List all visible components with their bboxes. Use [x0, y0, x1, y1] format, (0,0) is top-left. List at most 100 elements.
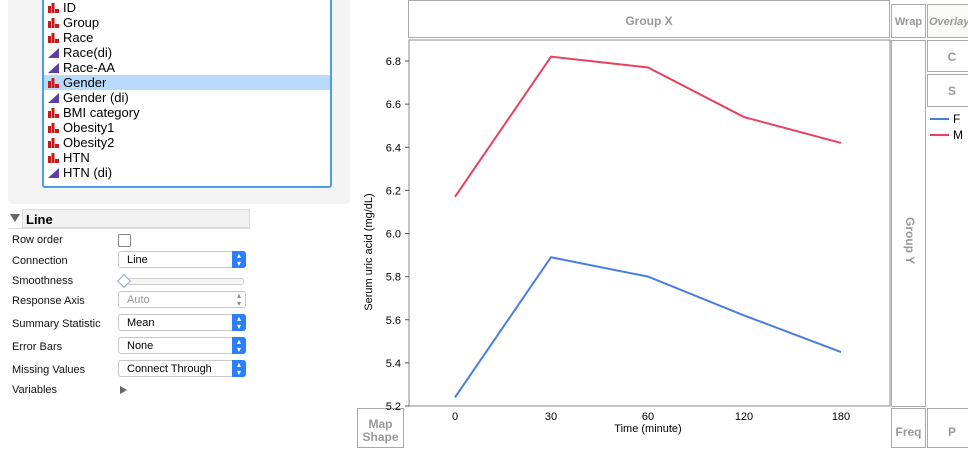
column-label: Obesity2 — [63, 135, 115, 150]
variables-label: Variables — [12, 384, 58, 396]
freq-zone[interactable]: Freq — [891, 408, 926, 448]
column-label: Gender (di) — [63, 90, 129, 105]
updown-chevron-icon: ▴ ▾ — [232, 251, 246, 268]
wrap-zone[interactable]: Wrap — [891, 4, 926, 38]
x-tick-label: 30 — [545, 411, 557, 423]
continuous-triangle-icon — [48, 47, 59, 58]
column-item[interactable]: ID — [44, 0, 330, 15]
y-tick-label: 6.8 — [386, 56, 401, 68]
column-label: Race-AA — [63, 60, 116, 75]
connection-select[interactable]: Line ▴ ▾ — [118, 251, 246, 268]
x-axis-label: Time (minute) — [614, 423, 681, 435]
column-item[interactable]: Race-AA — [44, 60, 330, 75]
y-tick-label: 5.4 — [386, 358, 401, 370]
nominal-bar-icon — [48, 152, 59, 163]
nominal-bar-icon — [48, 137, 59, 148]
column-list[interactable]: ID Group Race Race(di) Race-AA Gender Gender (… — [42, 0, 332, 188]
column-item[interactable]: Race — [44, 30, 330, 45]
x-tick-label: 60 — [642, 411, 654, 423]
updown-chevron-icon: ▴ ▾ — [232, 337, 246, 354]
legend-label: F — [953, 112, 961, 126]
x-tick-label: 120 — [735, 411, 753, 423]
summary-statistic-select[interactable]: Mean ▴ ▾ — [118, 314, 246, 331]
nominal-bar-icon — [48, 32, 59, 43]
legend-label: M — [953, 128, 963, 142]
y-tick-label: 6.4 — [386, 142, 401, 154]
response-axis-select: Auto ▴ ▾ — [118, 291, 246, 308]
continuous-triangle-icon — [48, 167, 59, 178]
slider-handle[interactable] — [116, 273, 132, 289]
size-zone[interactable]: S — [927, 74, 968, 107]
column-item[interactable]: BMI category — [44, 105, 330, 120]
column-item[interactable]: Gender — [44, 75, 330, 90]
column-item[interactable]: Gender (di) — [44, 90, 330, 105]
column-label: BMI category — [63, 105, 140, 120]
disclosure-triangle-icon[interactable] — [10, 214, 20, 222]
response-axis-value: Auto — [127, 294, 150, 306]
error-bars-select[interactable]: None ▴ ▾ — [118, 337, 246, 354]
response-axis-label: Response Axis — [12, 295, 85, 307]
plot-frame — [408, 39, 891, 407]
updown-chevron-icon: ▴ ▾ — [232, 314, 246, 331]
column-item[interactable]: HTN — [44, 150, 330, 165]
summary-statistic-label: Summary Statistic — [12, 318, 101, 330]
overlay-zone[interactable]: Overlay — [927, 4, 968, 38]
group-y-zone[interactable]: Group Y — [891, 40, 926, 407]
legend-item: M — [930, 127, 963, 143]
connection-value: Line — [127, 254, 148, 266]
y-tick-label: 6.6 — [386, 99, 401, 111]
summary-statistic-value: Mean — [127, 317, 155, 329]
group-y-label: Group Y — [903, 217, 917, 265]
row-order-label: Row order — [12, 234, 63, 246]
expand-triangle-icon[interactable] — [120, 386, 127, 394]
x-tick-label: 0 — [452, 411, 458, 423]
legend-swatch — [930, 134, 949, 136]
missing-values-value: Connect Through — [127, 363, 212, 375]
error-bars-label: Error Bars — [12, 341, 63, 353]
y-axis-label: Serum uric acid (mg/dL) — [363, 193, 375, 310]
line-section-header[interactable]: Line — [8, 209, 251, 229]
map-shape-zone[interactable]: Map Shape — [357, 408, 404, 448]
y-tick-label: 5.2 — [386, 401, 401, 413]
column-label: Group — [63, 15, 100, 30]
column-item[interactable]: Race(di) — [44, 45, 330, 60]
column-item[interactable]: Group — [44, 15, 330, 30]
page-zone[interactable]: P — [927, 408, 968, 448]
y-tick-label: 5.8 — [386, 272, 401, 284]
nominal-bar-icon — [48, 107, 59, 118]
column-label: Gender — [63, 75, 107, 90]
column-label: ID — [63, 0, 76, 15]
y-tick-label: 6.0 — [386, 229, 401, 241]
nominal-bar-icon — [48, 122, 59, 133]
continuous-triangle-icon — [48, 62, 59, 73]
column-label: Race — [63, 30, 94, 45]
row-order-checkbox[interactable] — [118, 234, 131, 247]
missing-values-select[interactable]: Connect Through ▴ ▾ — [118, 360, 246, 377]
column-item[interactable]: Obesity1 — [44, 120, 330, 135]
color-zone[interactable]: C — [927, 40, 968, 72]
x-tick-label: 180 — [832, 411, 850, 423]
series-line-F — [454, 256, 842, 398]
smoothness-slider[interactable] — [121, 278, 244, 285]
legend-item: F — [930, 111, 963, 127]
group-x-zone[interactable]: Group X — [408, 0, 890, 38]
nominal-bar-icon — [48, 77, 59, 88]
column-label: HTN — [63, 150, 90, 165]
error-bars-value: None — [127, 340, 154, 352]
y-tick-label: 5.6 — [386, 315, 401, 327]
line-section-title: Line — [22, 209, 250, 228]
legend-swatch — [930, 118, 949, 120]
missing-values-label: Missing Values — [12, 364, 86, 376]
y-tick-label: 6.2 — [386, 185, 401, 197]
series-line-M — [454, 55, 842, 198]
column-label: Race(di) — [63, 45, 113, 60]
column-label: HTN (di) — [63, 165, 113, 180]
nominal-bar-icon — [48, 2, 59, 13]
column-item[interactable]: Obesity2 — [44, 135, 330, 150]
line-chart: 5.2 5.4 5.6 5.8 6.0 6.2 6.4 6.6 6.8 0 30 60 120 180 Ti… — [363, 39, 891, 435]
continuous-triangle-icon — [48, 92, 59, 103]
column-item[interactable]: HTN (di) — [44, 165, 330, 180]
updown-chevron-icon: ▴ ▾ — [236, 291, 241, 308]
connection-label: Connection — [12, 255, 68, 267]
